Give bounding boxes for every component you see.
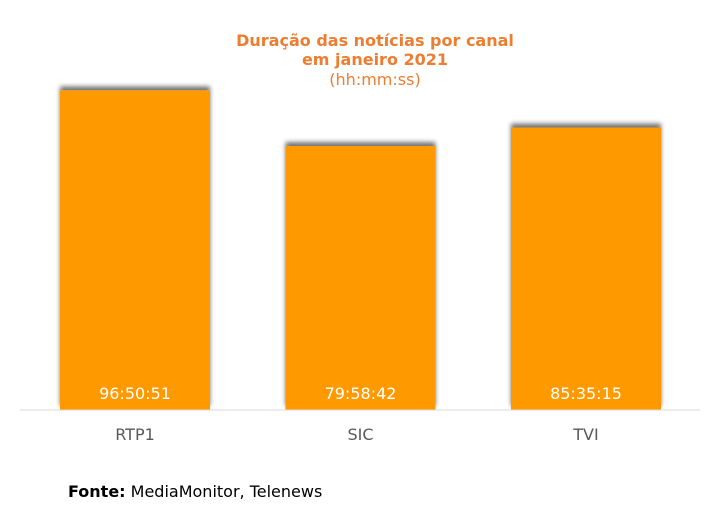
source-note: Fonte: MediaMonitor, Telenews	[68, 482, 322, 501]
x-tick-label-rtp1: RTP1	[115, 425, 155, 444]
x-tick-label-sic: SIC	[347, 425, 373, 444]
chart-title-line-1: Duração das notícias por canal	[236, 31, 514, 50]
x-tick-label-tvi: TVI	[572, 425, 598, 444]
source-text: MediaMonitor, Telenews	[125, 482, 323, 501]
bar-sic	[285, 146, 436, 411]
bars-layer	[60, 90, 661, 411]
bar-tvi	[511, 127, 661, 410]
chart-subtitle: (hh:mm:ss)	[329, 70, 421, 89]
data-label-rtp1: 96:50:51	[99, 384, 171, 403]
labels-layer: 96:50:51 RTP1 79:58:42 SIC 85:35:15 TVI	[99, 384, 622, 444]
data-label-sic: 79:58:42	[325, 384, 397, 403]
chart-title-line-2: em janeiro 2021	[301, 50, 449, 69]
data-label-tvi: 85:35:15	[550, 384, 622, 403]
source-label: Fonte:	[68, 482, 126, 501]
bar-rtp1	[60, 90, 210, 410]
